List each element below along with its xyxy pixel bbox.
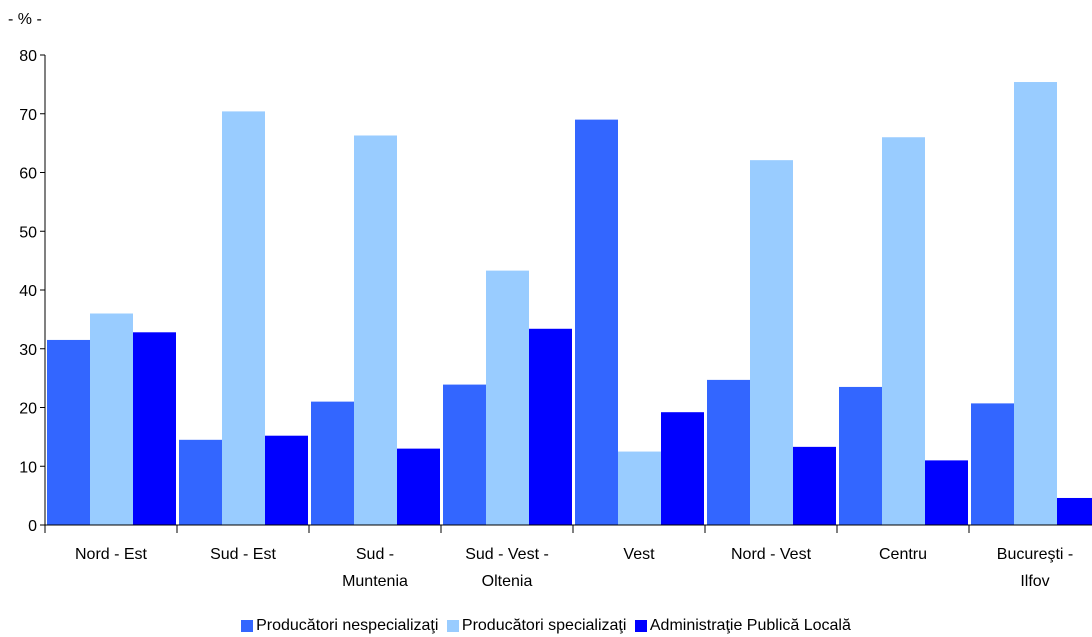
bar-1-5 [750,160,793,525]
axes [44,55,1092,533]
legend-label-2: Administraţie Publică Locală [649,617,851,634]
x-category-label: Sud - Est [210,546,276,563]
bar-1-6 [882,137,925,525]
y-tick-label: 70 [19,107,37,124]
bar-1-2 [354,135,397,526]
legend-item-1: Producători specializaţi [446,617,627,635]
x-category-label: Nord - Vest [731,546,812,563]
legend-label-1: Producători specializaţi [461,617,627,634]
legend-swatch-2 [634,620,647,632]
x-axis-labels: Nord - Est Sud - Est Sud - Muntenia Sud - Ve… [75,546,1073,590]
x-category-label: Centru [879,546,927,563]
bar-0-3 [443,384,486,525]
bar-2-5 [793,446,836,525]
legend-swatch-1 [446,620,459,632]
x-category-label: Sud - [356,546,394,563]
bar-1-4 [618,451,661,525]
y-axis-ticks: 0 10 20 30 40 50 60 70 80 [19,48,45,535]
x-category-label: Vest [623,546,655,563]
bar-1-1 [222,111,265,526]
x-category-label: Muntenia [342,573,408,590]
x-category-label: Nord - Est [75,546,148,563]
bar-0-1 [179,439,222,525]
bar-2-7 [1057,497,1092,525]
x-category-label: Bucureşti - [997,546,1073,563]
bar-2-0 [133,332,176,525]
bar-0-0 [47,339,90,525]
bar-2-3 [529,328,572,525]
y-tick-label: 10 [19,459,37,476]
legend: Producători nespecializaţi Producători s… [0,617,1092,635]
y-tick-label: 60 [19,166,37,183]
unit-label: - % - [8,11,42,28]
bars [47,82,1092,526]
x-category-label: Sud - Vest - [465,546,549,563]
bar-2-4 [661,412,704,525]
y-tick-label: 0 [28,518,37,535]
bar-1-7 [1014,82,1057,526]
legend-item-0: Producători nespecializaţi [241,617,438,635]
y-tick-label: 30 [19,342,37,359]
bar-0-7 [971,403,1014,525]
legend-item-2: Administraţie Publică Locală [634,617,851,635]
bar-0-4 [575,119,618,525]
y-tick-label: 50 [19,224,37,241]
x-category-label: Ilfov [1020,573,1049,590]
bar-1-0 [90,313,133,525]
y-tick-label: 40 [19,283,37,300]
y-tick-label: 80 [19,48,37,65]
bar-2-6 [925,460,968,525]
bar-0-2 [311,401,354,525]
bar-2-1 [265,435,308,525]
bar-2-2 [397,448,440,525]
x-category-label: Oltenia [482,573,533,590]
bar-1-3 [486,270,529,525]
bar-0-6 [839,386,882,525]
legend-swatch-0 [241,620,254,632]
legend-label-0: Producători nespecializaţi [256,617,439,634]
bar-0-5 [707,379,750,525]
y-tick-label: 20 [19,401,37,418]
